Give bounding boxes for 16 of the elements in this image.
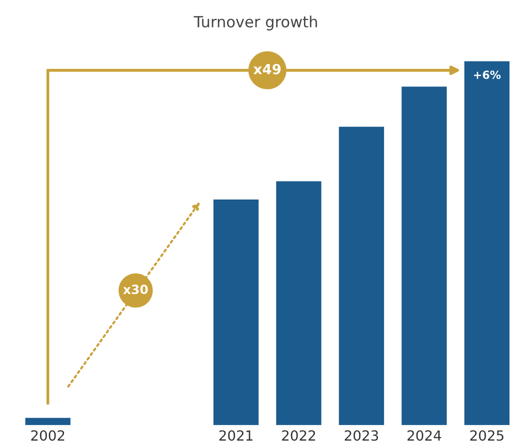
x-tick-label: 2024 — [408, 430, 442, 441]
bar — [402, 86, 447, 426]
x-tick-label: 2023 — [344, 430, 378, 441]
bar — [213, 200, 259, 426]
bar — [338, 126, 384, 426]
x-tick-label: 2022 — [282, 430, 316, 441]
bar — [464, 61, 510, 426]
chart-title: Turnover growth — [194, 16, 317, 30]
x-tick-label: 2021 — [219, 430, 252, 441]
bar — [25, 418, 70, 426]
annotation: +6% — [474, 70, 501, 79]
annotation: x30 — [123, 284, 148, 294]
annotation: x49 — [253, 64, 281, 74]
x-tick-label: 2025 — [470, 430, 504, 441]
bar — [276, 181, 322, 426]
x-tick-label: 2002 — [31, 430, 64, 441]
